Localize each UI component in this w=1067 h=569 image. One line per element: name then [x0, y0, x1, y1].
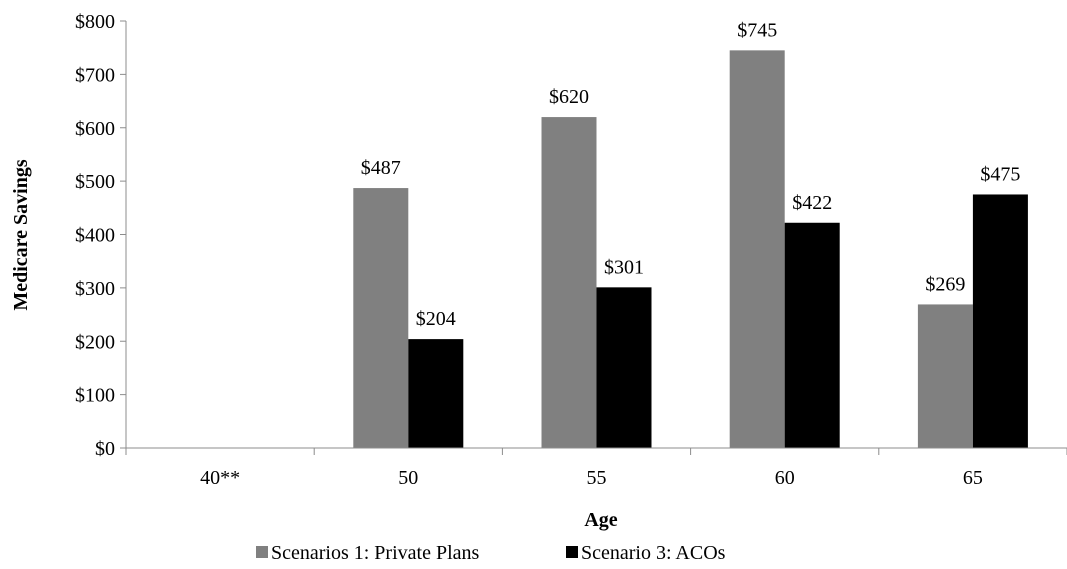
y-tick-label: $600: [75, 118, 115, 140]
legend: Scenarios 1: Private Plans Scenario 3: AC…: [256, 542, 726, 564]
y-tick-label: $800: [75, 11, 115, 33]
x-tick-label: 65: [963, 467, 983, 489]
y-tick-label: $0: [95, 438, 115, 460]
bar-acos: [972, 194, 1028, 448]
bar-private-plans: [917, 304, 973, 448]
bars-layer: [353, 50, 1028, 448]
data-label: $269: [925, 273, 965, 295]
bar-acos: [784, 222, 840, 448]
bar-acos: [408, 339, 464, 448]
bar-acos: [596, 287, 652, 448]
data-label: $204: [416, 308, 456, 330]
bar-private-plans: [353, 188, 409, 448]
x-tick-label: 60: [775, 467, 795, 489]
legend-label: Scenario 3: ACOs: [581, 542, 726, 564]
y-tick-label: $700: [75, 64, 115, 86]
data-labels-layer: $487 $204 $620 $301 $745 $422 $269 $475: [361, 19, 1021, 330]
legend-swatch: [566, 546, 578, 558]
data-label: $422: [792, 192, 832, 214]
y-tick-label: $200: [75, 331, 115, 353]
axes-layer: $0 $100 $200 $300 $400 $500 $600 $700 $800 40** 50…: [75, 11, 1067, 489]
bar-private-plans: [541, 117, 597, 448]
data-label: $487: [361, 157, 401, 179]
bar-private-plans: [729, 50, 785, 448]
data-label: $301: [604, 256, 644, 278]
data-label: $475: [980, 163, 1020, 185]
y-tick-label: $400: [75, 225, 115, 247]
data-label: $745: [737, 19, 777, 41]
x-tick-label: 55: [587, 467, 607, 489]
x-tick-label: 50: [398, 467, 418, 489]
y-tick-label: $100: [75, 385, 115, 407]
data-label: $620: [549, 86, 589, 108]
legend-label: Scenarios 1: Private Plans: [271, 542, 480, 564]
x-tick-label: 40**: [200, 467, 240, 489]
y-tick-label: $500: [75, 171, 115, 193]
x-axis-title: Age: [584, 509, 617, 531]
legend-swatch: [256, 546, 268, 558]
y-tick-label: $300: [75, 278, 115, 300]
y-axis-title: Medicare Savings: [10, 159, 32, 311]
